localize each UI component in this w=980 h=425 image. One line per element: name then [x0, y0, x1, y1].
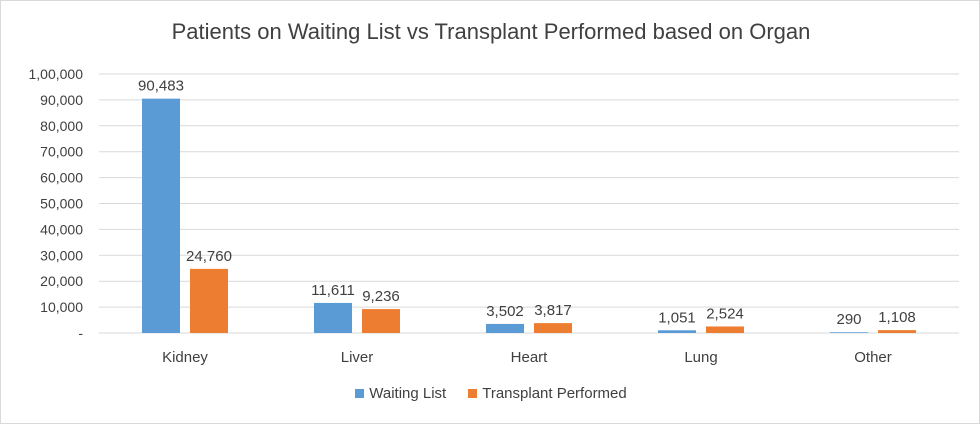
- legend-item-transplant-performed: Transplant Performed: [468, 385, 627, 402]
- data-label: 290: [836, 311, 861, 328]
- bar: [658, 330, 696, 333]
- bar: [830, 332, 868, 333]
- y-tick-label: 40,000: [40, 221, 83, 237]
- y-tick-label: 70,000: [40, 144, 83, 160]
- category-label: Liver: [341, 349, 374, 366]
- data-label: 24,760: [186, 248, 232, 265]
- data-label: 3,502: [486, 303, 524, 320]
- bar: [878, 330, 916, 333]
- category-label: Kidney: [162, 349, 208, 366]
- y-tick-label: 90,000: [40, 92, 83, 108]
- legend-label-waiting-list: Waiting List: [369, 385, 447, 402]
- data-label: 2,524: [706, 305, 744, 322]
- legend-swatch-waiting-list: [355, 389, 365, 398]
- data-label: 11,611: [311, 282, 355, 299]
- category-label: Other: [854, 349, 892, 366]
- data-label: 9,236: [362, 288, 400, 305]
- chart-title: Patients on Waiting List vs Transplant P…: [171, 19, 811, 44]
- y-tick-label: 20,000: [40, 273, 83, 289]
- y-tick-label: 50,000: [40, 196, 83, 212]
- bar: [486, 323, 524, 333]
- category-label: Heart: [511, 349, 549, 366]
- y-tick-label: 60,000: [40, 170, 83, 186]
- category-label: Lung: [684, 349, 717, 366]
- bar: [314, 302, 352, 333]
- bar: [142, 98, 180, 333]
- y-tick-label: -: [78, 325, 83, 341]
- y-tick-label: 30,000: [40, 247, 83, 263]
- bar: [706, 326, 744, 333]
- legend-item-waiting-list: Waiting List: [355, 385, 446, 402]
- y-tick-label: 10,000: [40, 299, 83, 315]
- bar: [534, 323, 572, 333]
- data-label: 90,483: [138, 78, 184, 95]
- data-label: 1,051: [658, 309, 696, 326]
- data-label: 1,108: [878, 309, 916, 326]
- y-tick-label: 1,00,000: [29, 66, 84, 82]
- legend: Waiting List Transplant Performed: [1, 385, 980, 402]
- y-tick-label: 80,000: [40, 118, 83, 134]
- bar: [362, 309, 400, 333]
- bar: [190, 268, 228, 333]
- legend-swatch-transplant-performed: [468, 389, 478, 398]
- data-label: 3,817: [534, 302, 572, 319]
- legend-label-transplant-performed: Transplant Performed: [482, 385, 627, 402]
